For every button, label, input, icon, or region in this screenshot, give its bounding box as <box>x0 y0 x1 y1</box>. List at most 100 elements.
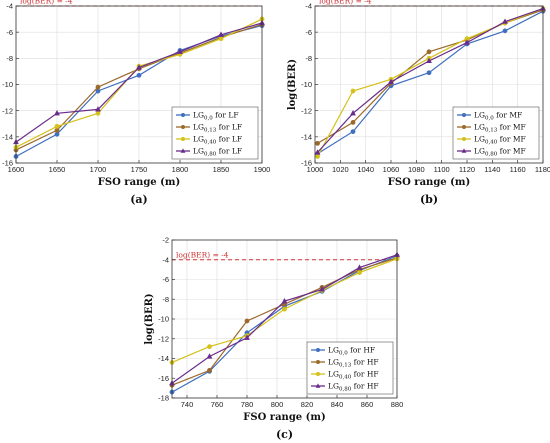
legend-swatch-marker <box>181 113 185 117</box>
legend-swatch-marker <box>180 148 186 153</box>
legend-label: LG0,80 for HF <box>328 382 379 393</box>
data-point <box>426 57 432 64</box>
legend-label: LG0,13 for LF <box>193 123 242 134</box>
x-axis-label: FSO range (m) <box>243 412 325 423</box>
y-tick-label: -10 <box>2 80 13 89</box>
y-tick-label: -16 <box>158 374 169 383</box>
legend-item: LG0,80 for LF <box>176 147 242 158</box>
legend-swatch-marker <box>315 383 321 388</box>
data-point <box>95 110 101 116</box>
y-tick-label: -4 <box>6 2 13 11</box>
legend-box <box>306 341 394 395</box>
y-tick-label: -12 <box>2 106 13 115</box>
legend-item: LG0,0 for HF <box>311 346 375 357</box>
y-tick-label: -4 <box>305 2 312 11</box>
legend-label: LG0,13 for HF <box>328 358 379 369</box>
y-tick-label: -14 <box>158 354 169 363</box>
x-tick-label: 1600 <box>8 165 25 174</box>
legend-item: LG0,40 for HF <box>311 370 379 381</box>
data-point <box>218 31 224 37</box>
legend-swatch-marker <box>462 125 466 129</box>
y-tick-label: -4 <box>162 255 169 264</box>
x-tick-label: 840 <box>331 400 344 409</box>
x-tick-label: 880 <box>391 400 404 409</box>
data-point <box>54 131 60 137</box>
x-axis-label: FSO range (m) <box>388 177 470 188</box>
data-point <box>281 297 288 304</box>
x-tick-label: 1000 <box>307 165 324 174</box>
x-tick-label: 1700 <box>90 165 107 174</box>
data-point <box>357 270 362 275</box>
legend-swatch-marker <box>316 372 320 376</box>
legend-swatch-marker <box>181 125 185 129</box>
y-tick-label: -12 <box>301 106 312 115</box>
threshold-label: log(BER) = -4 <box>20 0 73 6</box>
x-tick-label: 1180 <box>535 165 550 174</box>
legend-label: LG0,80 for MF <box>474 147 526 158</box>
chart-panel-b: log(BER) = -4 1000 1020 1040 1060 1080 1100 112… <box>287 0 550 206</box>
y-tick-label: -8 <box>6 54 13 63</box>
x-tick-label: 1020 <box>332 165 349 174</box>
y-tick-label: -6 <box>6 28 13 37</box>
y-tick-label: -12 <box>158 334 169 343</box>
data-point <box>350 110 356 116</box>
legend-label: LG0,0 for HF <box>328 346 375 357</box>
series-LG080 <box>13 19 265 145</box>
data-point <box>315 154 320 159</box>
data-point <box>54 127 60 133</box>
data-point <box>136 64 142 70</box>
series-LG080 <box>169 251 400 386</box>
x-tick-label: 1850 <box>213 165 230 174</box>
y-tick-label: -8 <box>162 295 169 304</box>
x-tick-label: 780 <box>241 400 254 409</box>
y-tick-label: -14 <box>2 132 13 141</box>
data-point <box>350 129 356 134</box>
y-tick-label: -16 <box>301 159 312 168</box>
data-point <box>177 48 183 54</box>
chart-panel-a: log(BER) = -4 1600 1650 1700 1750 1800 1850 190… <box>2 0 271 206</box>
data-point <box>502 28 508 34</box>
legend-item: LG0,0 for MF <box>457 111 522 122</box>
y-tick-label: -8 <box>305 54 312 63</box>
data-point <box>350 120 356 125</box>
x-tick-label: 1120 <box>459 165 475 174</box>
panel-label: (b) <box>420 193 438 206</box>
panel-label: (c) <box>276 428 293 441</box>
data-point <box>95 84 101 90</box>
legend-label: LG0,0 for LF <box>193 111 239 122</box>
x-tick-label: 1800 <box>172 165 189 174</box>
data-point <box>282 306 287 312</box>
x-tick-label: 1900 <box>254 165 271 174</box>
legend-label: LG0,40 for LF <box>193 135 242 146</box>
y-axis-label: log(BER) <box>287 59 298 110</box>
x-tick-label: 1140 <box>484 165 500 174</box>
x-tick-label: 1650 <box>49 165 66 174</box>
legend-item: LG0,13 for HF <box>311 358 379 369</box>
y-tick-label: -10 <box>158 315 169 324</box>
data-point <box>54 123 60 129</box>
y-axis-label: log(BER) <box>144 293 155 344</box>
threshold-label: log(BER) = -4 <box>319 0 372 6</box>
legend-swatch-marker <box>181 137 185 141</box>
legend-swatch-marker <box>316 348 320 352</box>
data-point <box>314 149 321 155</box>
data-point <box>218 36 224 42</box>
legend-swatch-marker <box>316 360 320 364</box>
x-tick-label: 820 <box>301 400 314 409</box>
legend-swatch-marker <box>462 137 466 141</box>
data-point <box>388 78 394 84</box>
data-point <box>356 264 363 270</box>
data-point <box>207 344 212 350</box>
y-tick-label: -14 <box>301 132 312 141</box>
data-point <box>502 18 508 24</box>
chart-panel-c: log(BER) = -4 740 760 780 800 820 840 860 880 -18… <box>144 236 403 441</box>
data-point <box>350 88 356 94</box>
panel-label: (a) <box>130 193 148 206</box>
data-point <box>319 286 325 292</box>
data-point <box>206 353 213 359</box>
data-point <box>95 88 101 94</box>
data-point <box>315 140 320 146</box>
x-tick-label: 760 <box>211 400 224 409</box>
